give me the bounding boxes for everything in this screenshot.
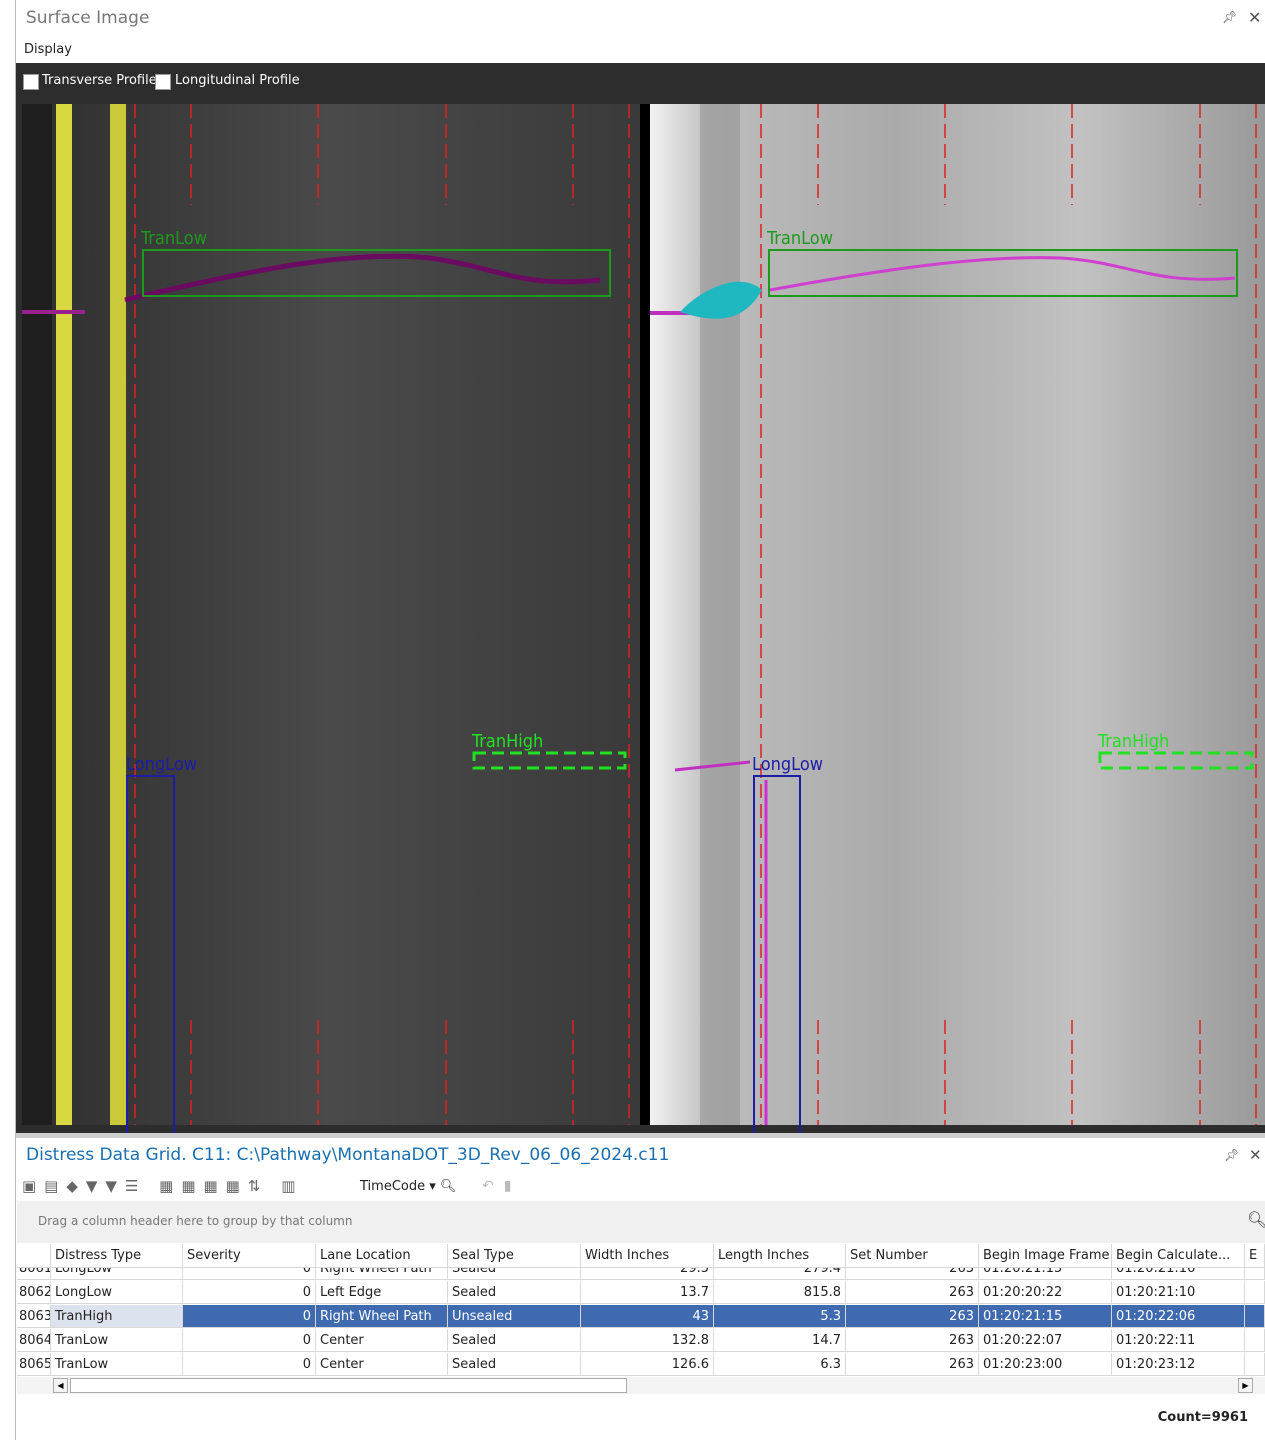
search[interactable]: 🔍︎ [1247, 1210, 1265, 1229]
grid-cell[interactable] [1245, 1329, 1265, 1352]
grid-cell[interactable]: 263 [846, 1305, 979, 1328]
close[interactable]: ✕ [1249, 1146, 1262, 1164]
grid-cell[interactable]: 5.3 [714, 1305, 846, 1328]
header-corner [17, 1244, 51, 1268]
grid-cell[interactable]: 01:20:23:12 [1112, 1353, 1245, 1376]
row-number[interactable]: 8064 [17, 1329, 51, 1352]
distress-label: TranLow [766, 228, 833, 249]
distress-label: LongLow [126, 754, 197, 775]
distress-label: LongLow [752, 754, 823, 775]
column-header[interactable]: Begin Calculate... [1112, 1244, 1245, 1268]
column-header[interactable]: Severity [183, 1244, 316, 1268]
column-header[interactable]: Lane Location [316, 1244, 448, 1268]
scroll-right[interactable]: ▶ [1238, 1378, 1253, 1393]
grid-cell[interactable]: 01:20:22:07 [979, 1329, 1112, 1352]
grid-cell[interactable]: 6.3 [714, 1353, 846, 1376]
row-number[interactable]: 8065 [17, 1353, 51, 1376]
grid-cell[interactable]: 13.7 [581, 1281, 714, 1304]
grid-cell[interactable]: 01:20:23:00 [979, 1353, 1112, 1376]
grid-cell[interactable]: Left Edge [316, 1281, 448, 1304]
grid-cell[interactable]: 01:20:21:10 [1112, 1281, 1245, 1304]
splitter[interactable] [16, 1133, 1265, 1138]
grid-cell[interactable]: 263 [846, 1329, 979, 1352]
grid-cell[interactable]: 263 [846, 1281, 979, 1304]
column-header[interactable]: Distress Type [51, 1244, 183, 1268]
grid-cell[interactable]: 14.7 [714, 1329, 846, 1352]
close[interactable]: ✕ [1248, 8, 1262, 27]
row-number[interactable]: 8062 [17, 1281, 51, 1304]
panel-title: Surface Image [26, 8, 150, 28]
column-header[interactable]: Set Number [846, 1244, 979, 1268]
grid-cell[interactable]: 0 [183, 1305, 316, 1328]
column-header[interactable]: Seal Type [448, 1244, 581, 1268]
pin[interactable]: 📌︎ [1222, 10, 1238, 24]
grid-cell[interactable]: 0 [183, 1281, 316, 1304]
grid-cell[interactable]: 01:20:22:11 [1112, 1329, 1245, 1352]
grid-cell[interactable]: Sealed [448, 1353, 581, 1376]
grid-cell[interactable]: Right Wheel Path [316, 1305, 448, 1328]
grid-cell[interactable]: 01:20:22:06 [1112, 1305, 1245, 1328]
checkbox[interactable] [23, 74, 39, 90]
grid-cell[interactable]: Center [316, 1353, 448, 1376]
checkbox-label[interactable]: Transverse Profile [42, 73, 157, 88]
grid-cell[interactable]: 01:20:20:22 [979, 1281, 1112, 1304]
grid-cell[interactable]: Sealed [448, 1329, 581, 1352]
grid-cell[interactable]: 01:20:21:15 [979, 1305, 1112, 1328]
grid-cell[interactable] [1245, 1281, 1265, 1304]
grid-cell[interactable]: TranHigh [51, 1305, 183, 1328]
grid-title: Distress Data Grid. C11: C:\Pathway\Mont… [26, 1145, 670, 1165]
column-header[interactable]: Begin Image Frame [979, 1244, 1112, 1268]
checkbox[interactable] [155, 74, 171, 90]
grid-cell[interactable]: 0 [183, 1353, 316, 1376]
grid-cell[interactable]: 815.8 [714, 1281, 846, 1304]
grid-cell[interactable]: 0 [183, 1329, 316, 1352]
grid-cell[interactable]: Sealed [448, 1281, 581, 1304]
surface-images: TranLow TranHigh LongLow TranLow TranHigh Lon… [16, 103, 1265, 1133]
checkbox-label[interactable]: Longitudinal Profile [175, 73, 300, 88]
grid-cell[interactable]: Unsealed [448, 1305, 581, 1328]
distress-label: TranHigh [471, 731, 543, 752]
group-hint: Drag a column header here to group by th… [38, 1214, 353, 1228]
grid-cell[interactable]: Center [316, 1329, 448, 1352]
distress-label: TranHigh [1097, 731, 1169, 752]
column-header[interactable]: Length Inches [714, 1244, 846, 1268]
group-area [17, 1201, 1265, 1243]
column-header[interactable]: E [1245, 1244, 1265, 1268]
grid-cell[interactable]: 43 [581, 1305, 714, 1328]
grid-cell[interactable]: 132.8 [581, 1329, 714, 1352]
timecode-dropdown[interactable]: TimeCode ▾ 🔍︎ [360, 1179, 457, 1194]
distress-label: TranLow [140, 228, 207, 249]
toolbar-icons[interactable]: ↶▮ [482, 1178, 522, 1194]
record-count: Count=9961 [1157, 1410, 1248, 1425]
grid-cell[interactable]: TranLow [51, 1329, 183, 1352]
grid-cell[interactable]: 263 [846, 1353, 979, 1376]
pin[interactable]: 📌︎ [1224, 1148, 1240, 1162]
dropdown-label[interactable]: TimeCode [360, 1179, 426, 1194]
border [15, 0, 16, 1440]
toolbar-icons[interactable]: ▣▤◆▼▼☰ ▦▦▦▦⇅ ▥ [22, 1177, 304, 1195]
menu-display[interactable]: Display [24, 42, 72, 57]
row-number[interactable]: 8063 [17, 1305, 51, 1328]
grid-cell[interactable]: 126.6 [581, 1353, 714, 1376]
grid-cell[interactable]: TranLow [51, 1353, 183, 1376]
grid-cell[interactable] [1245, 1353, 1265, 1376]
scroll-left[interactable]: ◀ [53, 1378, 68, 1393]
grid-cell[interactable] [1245, 1305, 1265, 1328]
grid-cell[interactable]: LongLow [51, 1281, 183, 1304]
column-header[interactable]: Width Inches [581, 1244, 714, 1268]
toolbar-dark [16, 63, 1265, 103]
scroll-thumb[interactable] [70, 1378, 627, 1393]
